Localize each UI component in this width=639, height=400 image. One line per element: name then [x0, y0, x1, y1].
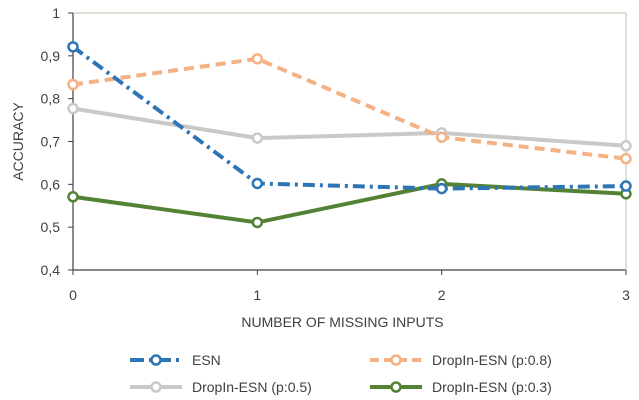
- y-tick-label: 0,6: [41, 176, 61, 192]
- tick-labels: 0,4 0,5 0,6 0,7 0,8 0,9 1 0 1 2 3: [41, 5, 631, 303]
- data-point: [67, 41, 79, 53]
- legend-marker: [390, 381, 402, 393]
- axes: [68, 12, 627, 275]
- y-tick-label: 0,9: [41, 48, 61, 64]
- legend-label: DropIn-ESN (p:0.5): [192, 379, 312, 395]
- x-tick-label: 3: [622, 287, 630, 303]
- series-group: [67, 41, 632, 229]
- series-dropin-esn-p-0-8-: [67, 53, 632, 165]
- legend-marker: [150, 381, 162, 393]
- legend-item[interactable]: DropIn-ESN (p:0.5): [130, 379, 312, 395]
- legend[interactable]: ESN DropIn-ESN (p:0.8) DropIn-ESN (p:0.5) D…: [130, 352, 552, 395]
- y-tick-label: 0,4: [41, 262, 61, 278]
- y-tick-label: 1: [52, 5, 60, 21]
- x-tick-label: 1: [253, 287, 261, 303]
- data-point: [435, 182, 448, 195]
- legend-item[interactable]: ESN: [130, 352, 221, 368]
- data-point: [67, 191, 79, 203]
- series-esn: [67, 41, 632, 195]
- legend-label: DropIn-ESN (p:0.8): [432, 352, 552, 368]
- series-line: [72, 106, 627, 148]
- y-tick-label: 0,8: [41, 91, 61, 107]
- x-axis-title: NUMBER OF MISSING INPUTS: [241, 314, 443, 330]
- data-point: [251, 53, 264, 65]
- legend-marker: [150, 354, 162, 366]
- data-point: [620, 152, 632, 165]
- series-line: [72, 181, 627, 225]
- data-point: [67, 102, 79, 115]
- legend-label: DropIn-ESN (p:0.3): [432, 379, 552, 395]
- data-point: [251, 132, 264, 144]
- data-point: [620, 140, 632, 152]
- y-tick-label: 0,5: [41, 219, 61, 235]
- legend-marker: [390, 354, 402, 366]
- x-tick-label: 0: [69, 287, 77, 303]
- data-point: [251, 177, 264, 190]
- data-point: [251, 216, 264, 229]
- series-line: [71, 45, 627, 191]
- legend-label: ESN: [192, 352, 221, 368]
- legend-item[interactable]: DropIn-ESN (p:0.8): [370, 352, 552, 368]
- series-dropin-esn-p-0-5-: [67, 102, 632, 152]
- data-point: [620, 180, 632, 192]
- data-point: [67, 78, 79, 91]
- y-tick-label: 0,7: [41, 134, 61, 150]
- data-point: [435, 131, 448, 143]
- y-axis-title: ACCURACY: [10, 102, 26, 181]
- legend-item[interactable]: DropIn-ESN (p:0.3): [370, 379, 552, 395]
- x-tick-label: 2: [438, 287, 446, 303]
